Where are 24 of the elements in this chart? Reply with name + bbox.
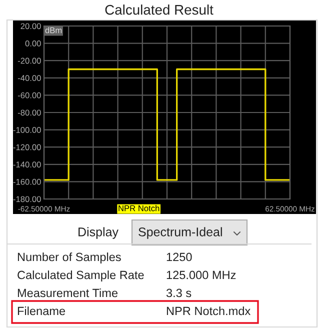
y-tick-label: -40.00 (18, 75, 41, 81)
text: Display (78, 227, 118, 239)
text: 125.000 MHz (166, 270, 236, 280)
text: NPR Notch.mdx (166, 306, 250, 316)
annotation: dBm (45, 27, 62, 34)
y-tick-label: 20.00 (20, 23, 41, 30)
text: NPR Notch (118, 205, 160, 212)
chart-title: Calculated Result (105, 4, 214, 15)
y-tick-label: 0.00 (25, 40, 41, 46)
y-tick-label: -80.00 (18, 110, 41, 116)
text: 3.3 s (166, 288, 192, 298)
text: Number of Samples (18, 252, 121, 264)
y-tick-label: -140.00 (13, 162, 41, 168)
y-tick-label: -60.00 (18, 92, 41, 98)
text: Spectrum-Ideal (138, 227, 222, 239)
text: 1250 (166, 252, 192, 262)
text: Filename (18, 306, 66, 316)
y-tick-label: -100.00 (13, 127, 41, 133)
y-tick-label: -20.00 (18, 58, 41, 64)
y-tick-label: -180.00 (13, 196, 41, 202)
y-tick-label: -120.00 (13, 144, 41, 150)
text: Calculated Sample Rate (18, 270, 144, 282)
y-tick-label: -160.00 (13, 178, 41, 185)
text: Measurement Time (18, 288, 118, 298)
